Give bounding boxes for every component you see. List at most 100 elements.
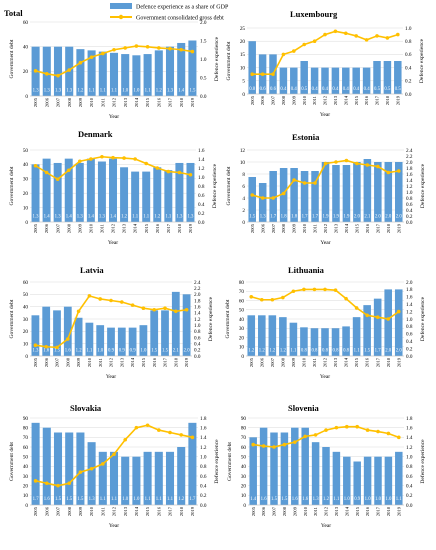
right-tick-label: 0.8 — [406, 464, 413, 470]
right-axis-title: Defence experience — [419, 296, 426, 341]
bar — [75, 162, 84, 222]
x-tick-label: 2009 — [76, 357, 81, 367]
x-tick-label: 2012 — [111, 223, 116, 233]
left-tick-label: 40 — [239, 317, 245, 323]
right-tick-label: 2.2 — [194, 286, 201, 292]
debt-line-point — [344, 296, 348, 301]
bar — [177, 42, 186, 96]
x-tick-label: 2011 — [98, 357, 103, 367]
bar — [394, 162, 403, 222]
debt-line-point — [323, 32, 327, 37]
debt-line-point — [302, 181, 307, 185]
chart-panel-luxembourg: Luxembourg05101520250.00.20.40.60.81.00.… — [226, 9, 425, 118]
bar — [363, 456, 372, 505]
left-tick-label: 0 — [242, 220, 245, 226]
debt-line-point — [282, 442, 287, 447]
debt-line-point — [260, 72, 265, 76]
debt-line-point — [397, 435, 401, 440]
x-tick-label: 2015 — [145, 97, 150, 107]
bar — [109, 52, 119, 96]
panel-title: Estonia — [292, 132, 320, 142]
x-tick-label: 2014 — [134, 506, 139, 516]
debt-line-point — [303, 434, 308, 439]
left-tick-label: 80 — [239, 280, 245, 286]
bar-data-label: 2.0 — [396, 349, 403, 354]
left-tick-label: 40 — [23, 162, 29, 168]
bar-data-label: 1.5 — [189, 89, 196, 94]
left-tick-label: 50 — [23, 148, 29, 154]
right-tick-label: 1.8 — [194, 298, 201, 304]
debt-line-point — [313, 181, 317, 185]
bar — [64, 158, 73, 222]
left-tick-label: 4 — [242, 196, 245, 202]
x-tick-label: 2010 — [88, 223, 93, 233]
debt-line-point — [152, 307, 156, 312]
bar — [53, 46, 63, 96]
bar-data-label: 2.1 — [364, 215, 371, 220]
bar — [352, 317, 361, 356]
debt-line-point — [66, 337, 70, 341]
bar — [132, 456, 141, 505]
debt-line-point — [292, 178, 296, 182]
debt-line-point — [67, 481, 71, 486]
right-tick-label: 1.2 — [406, 184, 413, 190]
bar — [352, 67, 360, 94]
bar — [310, 67, 319, 94]
bar — [342, 67, 350, 94]
bar-data-label: 0.4 — [322, 87, 329, 92]
legend-line-marker — [118, 14, 124, 20]
bar — [150, 310, 159, 356]
debt-line-point — [112, 452, 116, 457]
bar — [86, 158, 95, 222]
right-tick-label: 0.2 — [406, 214, 413, 220]
bar-data-label: 1.7 — [375, 349, 382, 354]
bar — [42, 46, 51, 96]
left-axis-title: Government debt — [9, 299, 15, 338]
left-tick-label: 30 — [241, 474, 247, 480]
debt-line-point — [144, 161, 148, 166]
bar — [31, 164, 40, 222]
debt-line-point — [365, 313, 369, 318]
panel-title: Latvia — [80, 265, 104, 275]
bar-data-label: 1.4 — [110, 215, 117, 220]
right-tick-label: 2.4 — [194, 280, 201, 286]
debt-line-point — [145, 44, 150, 49]
panel-title: Lithuania — [288, 265, 325, 275]
debt-line-point — [120, 300, 124, 304]
bar-data-label: 1.6 — [292, 497, 299, 502]
bar-data-label: 1.1 — [145, 497, 152, 502]
x-tick-label: 2005 — [33, 357, 38, 367]
debt-line-point — [89, 466, 94, 471]
right-tick-label: 1.0 — [406, 454, 413, 460]
debt-line-point — [134, 425, 139, 430]
debt-line-point — [333, 29, 338, 34]
right-tick-label: 1.8 — [200, 416, 207, 422]
debt-line-point — [179, 433, 183, 437]
x-tick-label: 2017 — [376, 506, 381, 516]
debt-line-point — [44, 170, 49, 175]
x-tick-label: 2005 — [33, 223, 38, 233]
bar — [186, 162, 195, 222]
legend-bar-label: Defence experience as a share of GDP — [136, 4, 229, 11]
right-tick-label: 0.2 — [405, 79, 412, 85]
bar-data-label: 0.5 — [395, 87, 402, 92]
bar — [164, 170, 173, 222]
bar-data-label: 1.2 — [154, 215, 161, 220]
x-axis-title: Year — [320, 112, 330, 118]
bar-data-label: 1.4 — [250, 497, 257, 502]
debt-line-point — [45, 481, 49, 486]
x-tick-label: 2012 — [324, 506, 329, 516]
bar — [143, 451, 152, 505]
right-tick-label: 1.0 — [194, 323, 201, 329]
x-tick-label: 2005 — [33, 506, 38, 516]
bar — [87, 50, 96, 96]
debt-line-point — [122, 156, 126, 160]
bar — [300, 171, 309, 222]
right-tick-label: 0.5 — [200, 75, 207, 81]
bar — [363, 159, 372, 222]
right-tick-label: 0.8 — [200, 464, 207, 470]
left-tick-label: 80 — [23, 425, 29, 431]
bar — [301, 427, 309, 505]
x-tick-label: 2018 — [386, 357, 391, 367]
right-tick-label: 0.0 — [406, 220, 413, 226]
